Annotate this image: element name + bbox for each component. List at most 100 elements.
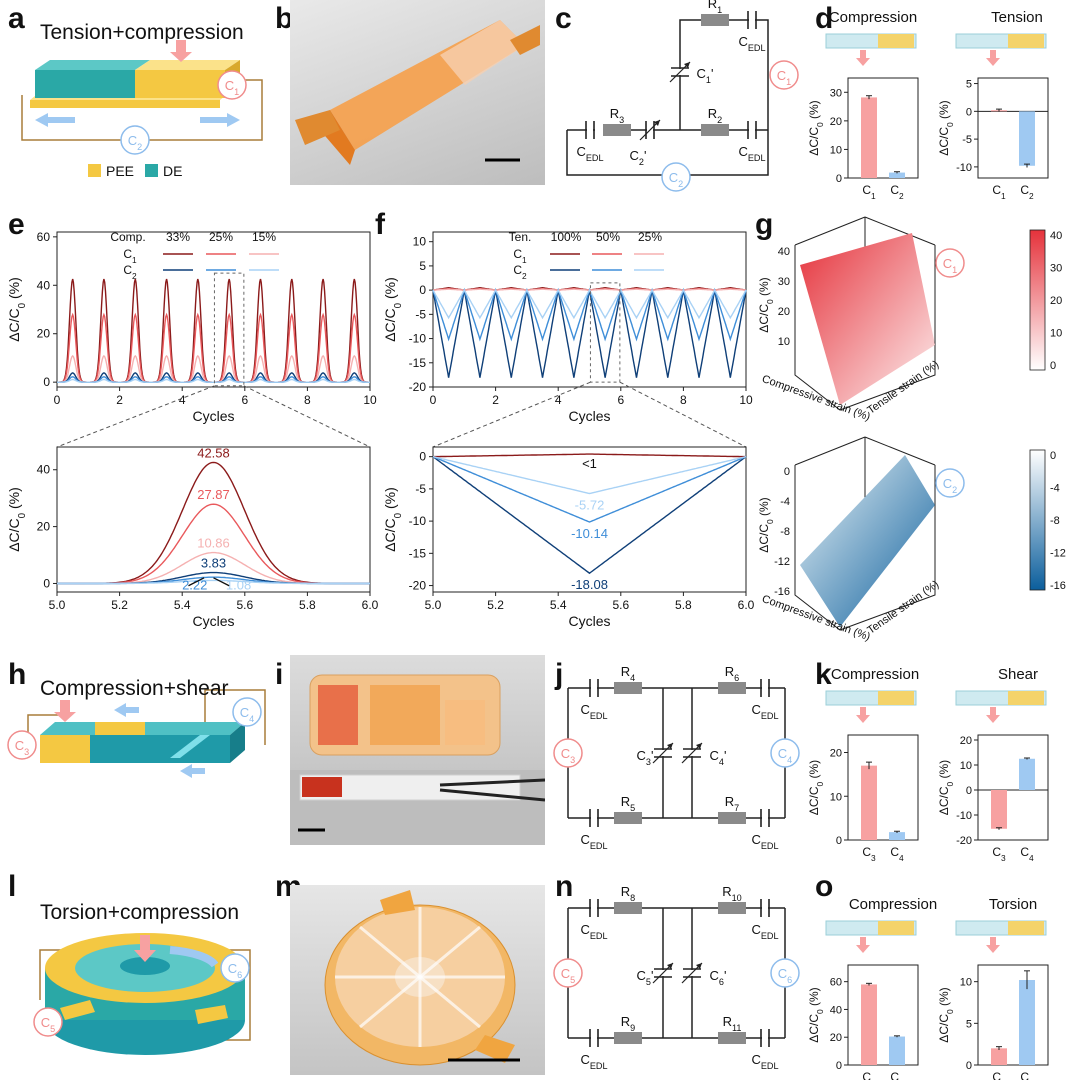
chart-g-top-ztick: 40	[778, 246, 790, 258]
chart-e-bottom-arrow-2	[213, 577, 230, 587]
chart-f-bottom-ytick-label: -5	[415, 482, 426, 496]
chart-o-torsion-xlabel-C6: C6	[1020, 1070, 1034, 1080]
chart-d-compression-ylabel: ΔC/C0 (%)	[807, 100, 825, 155]
panel-a-pee-block	[135, 70, 225, 98]
chart-e-bottom-label-5: 1.08	[226, 578, 251, 593]
chart-d-tension-xlabel-C2: C2	[1020, 183, 1034, 201]
chart-k-shear-title: Shear	[998, 666, 1038, 683]
chart-e-bottom-xtick-label: 5.6	[236, 598, 253, 612]
chart-g-top-colorbar-tick: 0	[1050, 360, 1056, 372]
circuit-n-circle-left-label: C5	[561, 966, 575, 985]
chart-f-top-ytick-label: 10	[413, 235, 427, 249]
circuit-j-r-bl	[614, 812, 642, 824]
panel-label-b: b	[275, 2, 294, 35]
panel-a-de-top	[35, 60, 150, 70]
chart-e-bottom: 5.0 5.2 5.4 5.6 5.8 6.0 0 20 40 Cycles ΔC/C0 (%) 42…	[6, 445, 379, 629]
chart-k-compression-ytick-label: 20	[830, 748, 842, 760]
chart-f-bottom-xtick-label: 5.8	[675, 598, 692, 612]
chart-f-top-legend-title: Ten.	[509, 230, 532, 244]
circuit-j-cprime1-arrowhead	[667, 743, 673, 749]
chart-f-top-xtick-label: 0	[430, 393, 437, 407]
chart-o-torsion-frame	[977, 964, 1049, 1066]
circuit-c-c2prime-arrowhead	[654, 120, 660, 126]
chart-e-top: 0 2 4 6 8 10 0 20 40 60 Cycles ΔC/C0 (%) Comp. 33% 25%…	[6, 230, 377, 424]
chart-f-bottom-xlabel: Cycles	[568, 613, 610, 629]
chart-o-torsion-bar-C6	[1019, 980, 1035, 1065]
panel-h-circle-c3	[7, 730, 37, 760]
panel-a-pee-base	[30, 100, 220, 108]
chart-f-bottom-xtick-label: 5.2	[487, 598, 504, 612]
chart-d-tension-schematic-pee	[1008, 34, 1044, 48]
panel-a-circle-c2-label: C2	[128, 133, 142, 152]
chart-e-bottom-ytick-label: 20	[37, 520, 51, 534]
chart-k-compression-ylabel: ΔC/C0 (%)	[807, 760, 825, 815]
chart-e-top-xlabel: Cycles	[192, 408, 234, 424]
chart-g-bottom-axis-back	[794, 436, 866, 466]
chart-e-bottom-label-0: 42.58	[197, 445, 230, 460]
circuit-n-cprime2-label: C6'	[710, 968, 727, 987]
chart-d-tension-ylabel: ΔC/C0 (%)	[937, 100, 955, 155]
chart-g-bottom-colorbar	[1029, 449, 1046, 591]
chart-f-bottom-ytick-label: -15	[409, 546, 427, 560]
chart-o-compression-ylabel: ΔC/C0 (%)	[807, 987, 825, 1042]
chart-g-bottom-surface	[800, 455, 935, 627]
circuit-n-r-tl	[614, 902, 642, 914]
circuit-n-cprime1-label: C5'	[637, 968, 654, 987]
chart-g-top-colorbar-tick: 30	[1050, 263, 1062, 275]
panel-label-n: n	[555, 870, 574, 903]
chart-g-bottom-circle-label: C2	[943, 476, 957, 495]
chart-k-shear-ytick-label: 0	[966, 785, 972, 797]
chart-e-bottom-xtick-label: 5.8	[299, 598, 316, 612]
panel-h-pee	[40, 735, 90, 763]
chart-d-tension-frame	[977, 77, 1049, 179]
circuit-c-cedl-left-label: CEDL	[576, 144, 603, 163]
panel-a-compress-arrow	[170, 40, 192, 62]
chart-e-top-series-1	[57, 312, 370, 383]
chart-g-top-colorbar-tick: 10	[1050, 328, 1062, 340]
chart-f-top-xtick-label: 4	[555, 393, 562, 407]
panel-a-title: Tension+compression	[40, 21, 244, 44]
chart-f-bottom-label-1: -18.08	[571, 577, 608, 592]
chart-f-top-ytick-label: -10	[409, 332, 427, 346]
chart-f-top-ytick-label: -5	[415, 307, 426, 321]
chart-f-top: 0 2 4 6 8 10 -20 -15 -10 -5 0 5 10 Cycles ΔC/C0 (%) Ten…	[382, 230, 753, 424]
circuit-n-cprime1-arrowhead	[667, 963, 673, 969]
circuit-n-r-bl-label: R9	[621, 1014, 635, 1033]
circuit-c-cedl-top-gap	[749, 17, 755, 23]
legend-pee-swatch	[88, 164, 101, 177]
panel-l-circle-c6-label: C6	[228, 961, 242, 980]
chart-d-compression-xlabel-C1: C1	[862, 183, 876, 201]
chart-e-bottom-label-4: 2.22	[182, 578, 207, 593]
chart-d-tension-title: Tension	[991, 9, 1043, 26]
chart-k-compression-schematic-pee	[878, 691, 914, 705]
panel-l-tab-left	[60, 1000, 95, 1020]
chart-f-bottom-xtick-label: 5.6	[612, 598, 629, 612]
chart-e-top-ylabel: ΔC/C0 (%)	[6, 277, 28, 342]
chart-e-bottom-arrow-1	[188, 577, 205, 587]
chart-e-top-ytick-label: 40	[37, 278, 51, 292]
photo-b	[290, 0, 545, 185]
circuit-j-cedl-bl-label: CEDL	[580, 832, 607, 851]
chart-d-compression-frame	[847, 77, 919, 179]
chart-d-compression-ytick-label: 30	[830, 87, 842, 99]
circuit-c-cedl-right-label: CEDL	[738, 144, 765, 163]
chart-f-bottom-label-2: -10.14	[571, 526, 608, 541]
chart-o-compression-frame	[847, 964, 919, 1066]
panel-label-k: k	[815, 658, 832, 691]
chart-f-top-xtick-label: 8	[680, 393, 687, 407]
chart-e-top-zoom-box	[213, 272, 245, 387]
chart-g-bottom-axis-back2	[864, 436, 936, 466]
circuit-n-cedl-tr-gap	[762, 905, 768, 911]
chart-k-shear-frame	[977, 734, 1049, 841]
panel-l-circle-c6	[220, 953, 250, 983]
chart-k-shear-ytick-label: 20	[960, 735, 972, 747]
chart-e-bottom-ylabel: ΔC/C0 (%)	[6, 487, 28, 552]
chart-f-bottom-series-0	[432, 453, 747, 458]
chart-f-top-xlabel: Cycles	[568, 408, 610, 424]
circuit-j-r-tr-label: R6	[725, 664, 739, 683]
chart-o-compression-schematic-pee	[878, 921, 914, 935]
chart-f-top-ytick-label: -15	[409, 356, 427, 370]
chart-o-torsion-xlabel-C5: C5	[992, 1070, 1006, 1080]
chart-g-bottom-colorbar-tick: -16	[1050, 580, 1066, 592]
